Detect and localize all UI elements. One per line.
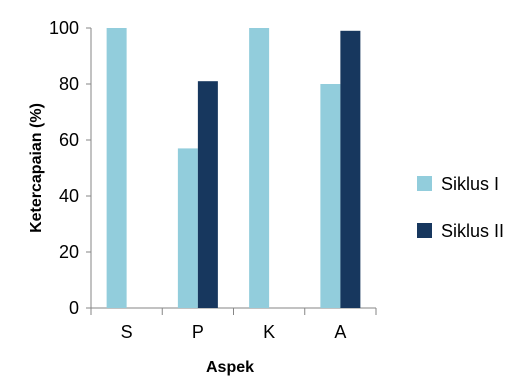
- y-tick-label: 60: [59, 130, 79, 150]
- legend-label: Siklus II: [441, 221, 504, 241]
- bar-siklus-i-p: [177, 148, 198, 308]
- y-axis: 0 20 40 60 80 100: [49, 18, 92, 318]
- y-tick-label: 100: [49, 18, 79, 38]
- legend-label: Siklus I: [441, 174, 499, 194]
- x-tick-label: K: [263, 322, 275, 342]
- legend-swatch: [417, 176, 432, 191]
- y-tick-label: 80: [59, 74, 79, 94]
- y-axis-title: Ketercapaian (%): [28, 103, 45, 233]
- y-tick-label: 0: [69, 298, 79, 318]
- y-tick-label: 40: [59, 186, 79, 206]
- bar-siklus-i-k: [249, 28, 270, 308]
- bar-siklus-i-a: [320, 84, 341, 308]
- x-tick-label: S: [121, 322, 133, 342]
- x-axis-title: Aspek: [206, 359, 254, 376]
- bar-siklus-i-s: [106, 28, 127, 308]
- legend: Siklus I Siklus II: [417, 174, 504, 241]
- bar-siklus-ii-a: [340, 30, 361, 309]
- x-tick-label: P: [192, 322, 204, 342]
- x-tick-label: A: [334, 322, 346, 342]
- bar-siklus-ii-p: [197, 81, 218, 308]
- legend-swatch: [417, 223, 432, 238]
- y-tick-label: 20: [59, 242, 79, 262]
- bars: [106, 28, 361, 309]
